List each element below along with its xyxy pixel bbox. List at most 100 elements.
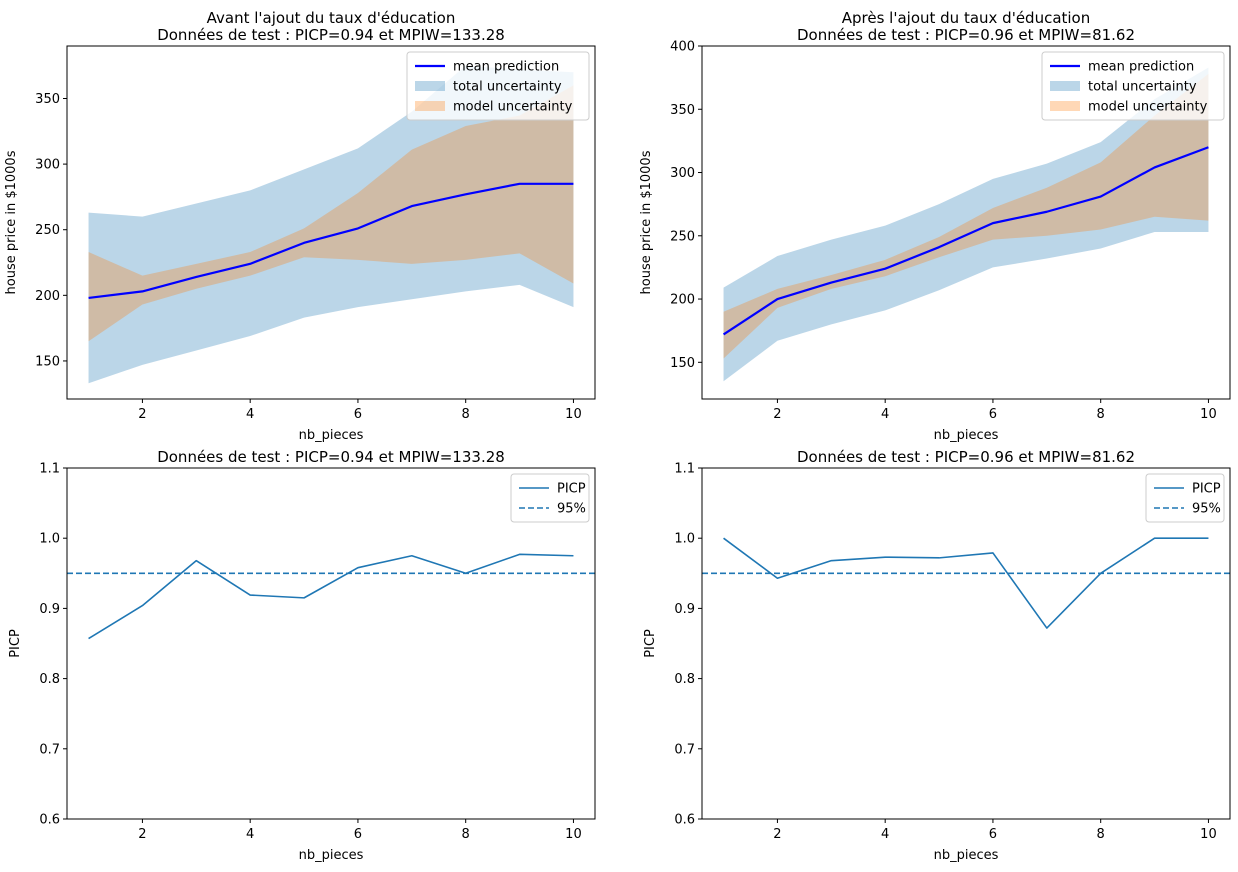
x-tick-label: 4: [881, 407, 889, 422]
y-tick-label: 0.6: [674, 813, 695, 828]
legend-label: 95%: [557, 502, 586, 517]
series-line-picp: [88, 553, 574, 640]
band-model-uncertainty: [88, 85, 574, 342]
x-tick-label: 8: [1097, 827, 1105, 842]
x-tick-label: 4: [881, 827, 889, 842]
y-tick-label: 150: [35, 354, 60, 369]
y-tick-label: 0.8: [674, 672, 695, 687]
y-tick-label: 350: [670, 103, 695, 118]
x-tick-label: 6: [989, 827, 997, 842]
y-axis-label: house price in $1000s: [639, 150, 654, 294]
chart-panel-3: 2 4 6 8 10 0.6 0.7 0.8 0.9 1.0 1.1 nb_pieces PICP Don…: [8, 448, 596, 863]
y-tick-label: 0.9: [674, 602, 695, 617]
legend-label: PICP: [557, 482, 586, 497]
chart-title-line-2: Données de test : PICP=0.96 et MPIW=81.6…: [797, 26, 1135, 44]
legend-box: [510, 473, 590, 523]
legend: mean prediction total uncertainty model un…: [406, 51, 590, 121]
legend-label: total uncertainty: [1088, 80, 1197, 95]
y-tick-label: 0.8: [39, 672, 60, 687]
legend-label: model uncertainty: [1088, 100, 1208, 115]
axes-frame: [701, 45, 1231, 400]
legend-swatch: [415, 101, 445, 111]
series-line-mean-prediction: [88, 182, 574, 300]
legend: mean prediction total uncertainty model un…: [1041, 51, 1225, 121]
x-tick-label: 4: [246, 827, 254, 842]
plot-area: [722, 67, 1209, 382]
legend-label: model uncertainty: [453, 100, 573, 115]
y-tick-label: 300: [670, 166, 695, 181]
x-tick-label: 8: [462, 827, 470, 842]
legend-label: mean prediction: [1088, 60, 1194, 75]
plot-area: [67, 553, 595, 640]
axes-frame: [701, 467, 1231, 820]
x-tick-label: 10: [565, 407, 582, 422]
series-line-mean-prediction: [722, 146, 1209, 336]
y-tick-label: 0.9: [39, 602, 60, 617]
x-tick-label: 6: [354, 827, 362, 842]
x-tick-label: 6: [989, 407, 997, 422]
x-tick-label: 2: [773, 827, 781, 842]
legend-box: [1041, 51, 1225, 121]
legend-label: mean prediction: [453, 60, 559, 75]
chart-title-line-1: Après l'ajout du taux d'éducation: [842, 9, 1091, 27]
y-axis-label: house price in $1000s: [4, 150, 19, 294]
legend-swatch: [1050, 81, 1080, 91]
x-axis-label: nb_pieces: [299, 428, 364, 443]
x-tick-label: 6: [354, 407, 362, 422]
axes-frame: [66, 467, 596, 820]
y-tick-label: 250: [35, 223, 60, 238]
y-tick-label: 200: [670, 293, 695, 308]
y-tick-label: 200: [35, 289, 60, 304]
series-line-picp: [723, 537, 1209, 629]
y-axis-label: PICP: [643, 629, 658, 658]
x-tick-label: 8: [462, 407, 470, 422]
y-tick-label: 350: [35, 92, 60, 107]
legend-swatch: [415, 81, 445, 91]
y-tick-label: 400: [670, 40, 695, 55]
x-tick-label: 10: [1200, 407, 1217, 422]
y-tick-label: 250: [670, 229, 695, 244]
chart-title-line-1: Données de test : PICP=0.96 et MPIW=81.6…: [797, 448, 1135, 466]
band-total-uncertainty: [723, 67, 1209, 382]
legend: PICP 95%: [1145, 473, 1225, 523]
y-tick-label: 0.7: [39, 742, 60, 757]
chart-title-line-2: Données de test : PICP=0.94 et MPIW=133.…: [157, 26, 505, 44]
x-tick-label: 2: [138, 827, 146, 842]
y-tick-label: 300: [35, 158, 60, 173]
legend-box: [1145, 473, 1225, 523]
y-tick-label: 0.7: [674, 742, 695, 757]
x-tick-label: 10: [1200, 827, 1217, 842]
plot-area: [88, 65, 574, 384]
plot-area: [702, 537, 1230, 629]
x-tick-label: 10: [565, 827, 582, 842]
x-tick-label: 8: [1097, 407, 1105, 422]
chart-panel-2: 2 4 6 8 10 150 200 250 300 350 400 nb_pieces house p…: [639, 9, 1231, 443]
legend-label: 95%: [1192, 502, 1221, 517]
legend-box: [406, 51, 590, 121]
chart-title-line-1: Données de test : PICP=0.94 et MPIW=133.…: [157, 448, 505, 466]
band-model-uncertainty: [723, 73, 1209, 359]
x-axis-label: nb_pieces: [299, 848, 364, 863]
y-tick-label: 150: [670, 356, 695, 371]
legend-label: total uncertainty: [453, 80, 562, 95]
x-tick-label: 4: [246, 407, 254, 422]
axes-frame: [66, 45, 596, 400]
x-axis-label: nb_pieces: [934, 428, 999, 443]
y-tick-label: 0.6: [39, 813, 60, 828]
y-tick-label: 1.1: [39, 462, 60, 477]
chart-panel-1: 2 4 6 8 10 150 200 250 300 350 nb_pieces house pric…: [4, 9, 596, 443]
y-tick-label: 1.0: [39, 532, 60, 547]
legend-label: PICP: [1192, 482, 1221, 497]
x-tick-label: 2: [138, 407, 146, 422]
band-total-uncertainty: [88, 65, 574, 384]
y-axis-label: PICP: [8, 629, 23, 658]
y-tick-label: 1.1: [674, 462, 695, 477]
chart-panel-4: 2 4 6 8 10 0.6 0.7 0.8 0.9 1.0 1.1 nb_pieces PICP Don…: [643, 448, 1231, 863]
y-tick-label: 1.0: [674, 532, 695, 547]
legend-swatch: [1050, 101, 1080, 111]
x-axis-label: nb_pieces: [934, 848, 999, 863]
chart-title-line-1: Avant l'ajout du taux d'éducation: [207, 9, 456, 27]
legend: PICP 95%: [510, 473, 590, 523]
x-tick-label: 2: [773, 407, 781, 422]
